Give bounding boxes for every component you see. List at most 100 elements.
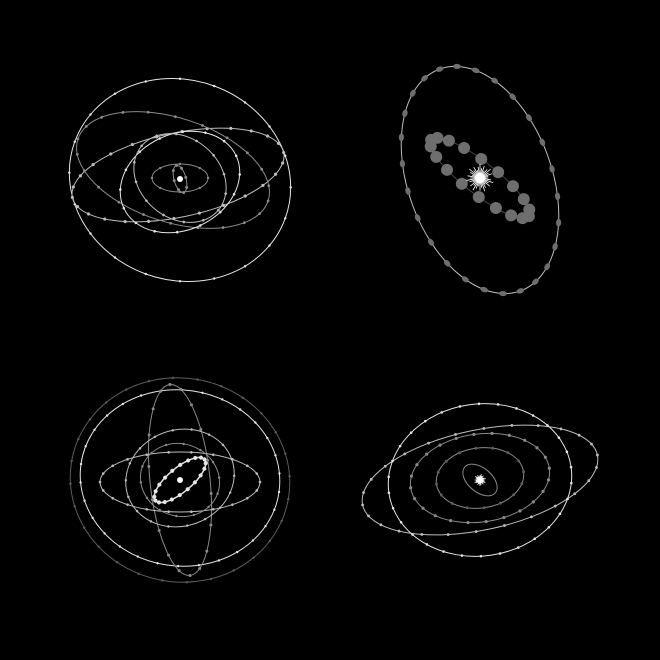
orbit-bead [185, 487, 190, 492]
orbit-bead [105, 401, 108, 404]
orbit-bead [159, 186, 162, 190]
orbit-bead [71, 185, 75, 189]
orbit-bead [153, 435, 157, 439]
orbit-bead [203, 461, 208, 466]
orbit-bead [554, 192, 561, 201]
orbit-bead [139, 394, 143, 397]
orbit-bead [76, 137, 80, 141]
orbit-bead [225, 136, 229, 140]
orbit-bead [503, 524, 506, 527]
orbit-bead [113, 92, 117, 95]
orbit [424, 131, 536, 225]
orbit-bead [83, 526, 86, 529]
orbit-bead [402, 109, 408, 118]
orbit-bead [454, 436, 458, 441]
orbit [124, 428, 236, 528]
orbit-bead [211, 460, 215, 464]
orbit-bead [281, 161, 285, 165]
orbit-bead [123, 219, 127, 224]
star-core [475, 173, 485, 183]
orbit-bead [518, 509, 522, 513]
orbit-bead [425, 452, 429, 456]
orbit-bead [570, 481, 573, 485]
orbit-bead [362, 491, 365, 494]
orbit-bead [198, 224, 202, 227]
orbit-bead [491, 446, 495, 450]
orbit-bead [91, 162, 95, 167]
orbit-bead [204, 131, 207, 135]
orbit-bead [195, 139, 198, 143]
orbit-bead [157, 500, 162, 505]
orbit-bead [499, 290, 507, 297]
orbit-bead [457, 451, 461, 455]
orbit-bead [399, 521, 403, 524]
orbit-bead [156, 562, 159, 565]
orbit-bead [442, 134, 455, 147]
orbit-bead [167, 525, 170, 528]
orbit-bead [252, 556, 255, 559]
orbit-bead [101, 489, 105, 492]
orbit-bead [595, 466, 598, 469]
orbit-bead [273, 508, 276, 511]
orbit-bead [276, 141, 281, 145]
orbit-bead [174, 163, 178, 167]
orbit-bead [167, 553, 171, 557]
orbit-bead [221, 398, 224, 401]
orbit-bead [213, 84, 216, 88]
orbit-bead [68, 171, 71, 174]
orbit-bead [157, 528, 161, 532]
orbit-bead [397, 529, 401, 533]
orbit-bead [125, 388, 128, 391]
orbit-bead [409, 89, 416, 97]
orbit-bead [258, 480, 262, 484]
orbit-bead [547, 466, 551, 470]
star-icon [177, 477, 183, 483]
orbit-bead [254, 421, 257, 424]
orbit-bead [284, 154, 287, 157]
orbit-bead [119, 188, 122, 191]
orbit-bead [157, 482, 162, 487]
orbit-bead [383, 464, 387, 468]
orbit-bead [155, 134, 158, 138]
orbit-bead [176, 188, 180, 192]
orbit-bead [266, 436, 269, 440]
orbit-bead [207, 505, 210, 509]
orbit-bead [472, 432, 476, 437]
orbit-bead [482, 427, 486, 430]
orbit-bead [147, 380, 151, 383]
orbit-bead [209, 577, 213, 580]
orbit-bead [145, 507, 149, 511]
orbit [409, 431, 551, 525]
orbit-bead [525, 114, 532, 122]
orbit-bead [175, 230, 179, 234]
orbit-bead [434, 482, 438, 486]
orbit-bead [196, 378, 199, 381]
orbit-bead [546, 424, 549, 427]
orbit [147, 383, 213, 577]
orbit-bead [260, 412, 263, 415]
orbit-bead [491, 77, 499, 84]
orbit-bead [197, 563, 201, 567]
star-core [477, 477, 483, 483]
orbit-bead [489, 202, 502, 215]
orbit-bead [147, 219, 151, 223]
orbit-bead [553, 504, 557, 508]
orbit-bead [536, 424, 540, 427]
orbit-bead [126, 503, 129, 506]
orbit-bead [482, 506, 486, 510]
orbit [139, 442, 221, 518]
orbit-bead [117, 200, 121, 204]
orbit-bead [475, 152, 488, 165]
orbit-bead [198, 455, 203, 460]
orbit-bead [198, 166, 201, 170]
orbit-bead [522, 470, 526, 474]
orbit-bead [287, 497, 290, 501]
orbit-bead [232, 474, 236, 477]
orbit-bead [458, 405, 462, 408]
orbit-bead [192, 513, 196, 517]
orbit-bead [558, 512, 562, 516]
orbit-bead [142, 213, 145, 216]
orbit-bead [86, 212, 91, 216]
orbit-bead [460, 554, 464, 557]
orbit-bead [595, 453, 599, 457]
